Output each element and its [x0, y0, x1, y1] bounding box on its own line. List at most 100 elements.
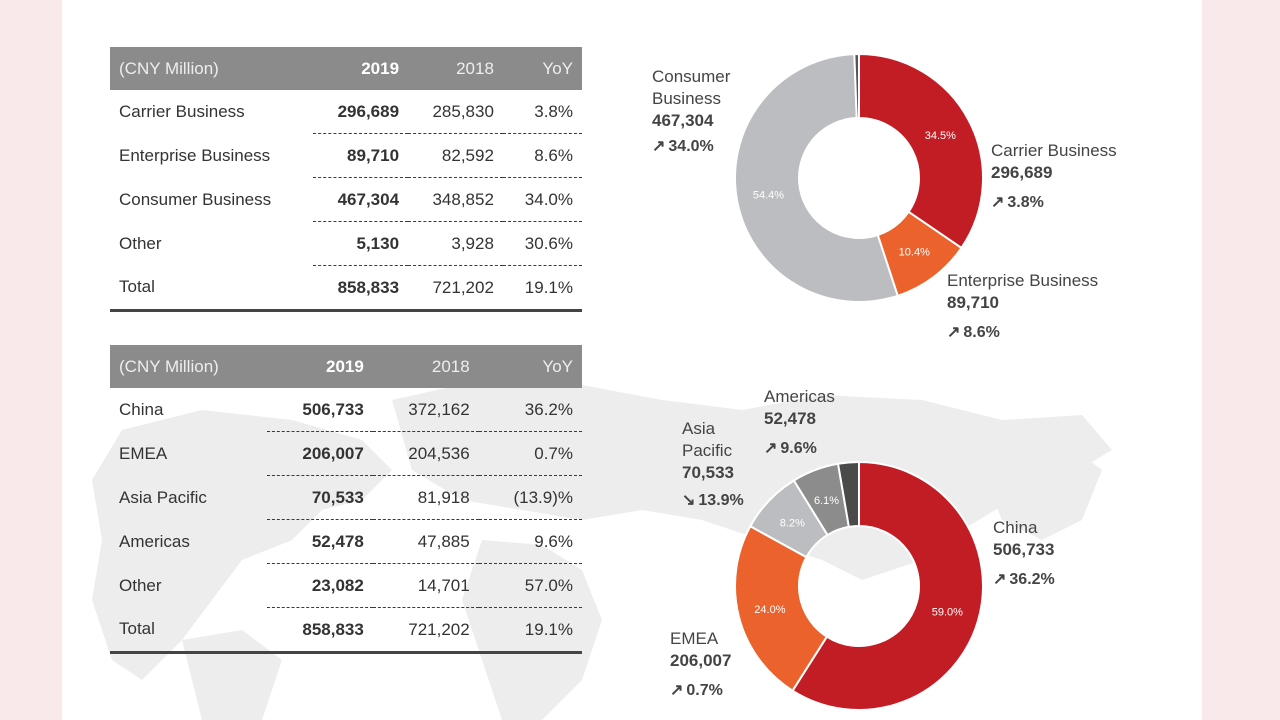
table-row: Asia Pacific 70,533 81,918 (13.9)%	[110, 475, 582, 520]
table-row: Enterprise Business 89,710 82,592 8.6%	[110, 133, 582, 178]
region-header-cell: (CNY Million)	[110, 345, 267, 388]
business-header-cell: YoY	[502, 47, 582, 90]
table-row: Other 23,082 14,701 57.0%	[110, 563, 582, 608]
enterprise-change: ↗ 8.6%	[947, 322, 1098, 344]
table-row: Americas 52,478 47,885 9.6%	[110, 519, 582, 564]
donut-slice-emea	[734, 524, 829, 693]
enterprise-business-label: Enterprise Business 89,710 ↗ 8.6%	[947, 270, 1098, 344]
asia-name-line2: Pacific	[682, 441, 733, 460]
up-arrow-icon: ↗	[993, 571, 1007, 588]
region-header-cell: 2018	[372, 345, 479, 388]
slice-share-label: 54.4%	[753, 189, 784, 201]
table-row: EMEA 206,007 204,536 0.7%	[110, 431, 582, 476]
slice-share-label: 8.2%	[780, 518, 805, 530]
emea-change-value: 0.7%	[686, 682, 723, 699]
consumer-name-line2: Business	[652, 89, 721, 108]
americas-label: Americas 52,478 ↗ 9.6%	[764, 386, 835, 460]
americas-name: Americas	[764, 387, 835, 406]
table-row: Total 858,833 721,202 19.1%	[110, 265, 582, 312]
table-cell: 348,852	[408, 177, 503, 222]
consumer-business-label: Consumer Business 467,304 ↗ 34.0%	[652, 66, 730, 158]
table-cell: 81,918	[372, 475, 479, 520]
enterprise-name: Enterprise Business	[947, 271, 1099, 290]
donut-slice-other	[836, 460, 860, 529]
up-arrow-icon: ↗	[670, 682, 684, 699]
consumer-value: 467,304	[652, 111, 714, 130]
table-cell: 858,833	[266, 607, 373, 654]
region-table: (CNY Million) 2019 2018 YoY China 506,733 372,…	[110, 345, 582, 654]
emea-label: EMEA 206,007 ↗ 0.7%	[670, 628, 731, 702]
table-row: Carrier Business 296,689 285,830 3.8%	[110, 90, 582, 134]
table-cell: 34.0%	[502, 177, 582, 222]
asia-value: 70,533	[682, 463, 734, 482]
up-arrow-icon: ↗	[991, 194, 1005, 211]
table-cell: 372,162	[408, 399, 470, 419]
slice-share-label: 59.0%	[932, 607, 963, 619]
asia-change-value: 13.9%	[698, 492, 744, 509]
table-cell: 23,082	[266, 563, 373, 608]
table-cell: (13.9)%	[478, 475, 582, 520]
table-cell: 36.2%	[524, 399, 573, 419]
up-arrow-icon: ↗	[652, 138, 666, 155]
table-cell: 3.8%	[534, 101, 573, 121]
business-header-cell: (CNY Million)	[110, 47, 314, 90]
carrier-change: ↗ 3.8%	[991, 192, 1117, 214]
table-cell: China	[119, 399, 164, 419]
region-header-row: (CNY Million) 2019 2018 YoY	[110, 345, 582, 388]
business-header-cell: 2018	[408, 47, 503, 90]
table-cell: 858,833	[313, 265, 409, 312]
donut-slice-carrier-business	[858, 52, 984, 250]
table-row: Consumer Business 467,304 348,852 34.0%	[110, 177, 582, 222]
asia-change: ↘ 13.9%	[682, 490, 744, 512]
carrier-business-label: Carrier Business 296,689 ↗ 3.8%	[991, 140, 1117, 214]
carrier-name: Carrier Business	[991, 141, 1117, 160]
china-change-value: 36.2%	[1009, 571, 1055, 588]
americas-change-value: 9.6%	[780, 440, 817, 457]
donut-slice-china	[791, 460, 984, 711]
table-row: China 506,733 372,162 36.2%	[110, 388, 582, 432]
donut-slice-other	[853, 52, 860, 120]
table-cell: 14,701	[372, 563, 479, 608]
carrier-change-value: 3.8%	[1007, 194, 1044, 211]
up-arrow-icon: ↗	[947, 324, 961, 341]
emea-name: EMEA	[670, 629, 719, 648]
asia-name-line1: Asia	[682, 419, 716, 438]
table-cell: 89,710	[313, 133, 409, 178]
table-cell: 296,689	[337, 101, 400, 121]
table-cell: 506,733	[302, 399, 364, 419]
donut-slice-consumer-business	[734, 53, 899, 303]
table-cell: 8.6%	[502, 133, 582, 178]
slice-share-label: 10.4%	[899, 247, 930, 259]
table-cell: Total	[110, 607, 267, 654]
down-arrow-icon: ↘	[682, 492, 696, 509]
emea-change: ↗ 0.7%	[670, 680, 731, 702]
table-cell: Total	[110, 265, 314, 312]
slice-share-label: 6.1%	[814, 495, 839, 507]
china-change: ↗ 36.2%	[993, 569, 1055, 591]
table-cell: 52,478	[266, 519, 373, 564]
enterprise-change-value: 8.6%	[963, 324, 1000, 341]
table-cell: 30.6%	[502, 221, 582, 266]
asia-pacific-label: Asia Pacific 70,533 ↘ 13.9%	[682, 418, 744, 512]
emea-value: 206,007	[670, 651, 732, 670]
table-cell: 206,007	[266, 431, 373, 476]
china-name: China	[993, 518, 1038, 537]
table-cell: Asia Pacific	[119, 487, 207, 507]
americas-change: ↗ 9.6%	[764, 438, 835, 460]
consumer-name-line1: Consumer	[652, 67, 731, 86]
table-cell: 70,533	[266, 475, 373, 520]
consumer-change: ↗ 34.0%	[652, 136, 730, 158]
china-label: China 506,733 ↗ 36.2%	[993, 517, 1055, 591]
table-cell: 0.7%	[478, 431, 582, 476]
table-cell: Enterprise Business	[119, 145, 271, 165]
americas-value: 52,478	[764, 409, 816, 428]
table-cell: 721,202	[372, 607, 479, 654]
table-cell: 47,885	[372, 519, 479, 564]
table-cell: 57.0%	[478, 563, 582, 608]
table-cell: EMEA	[119, 443, 168, 463]
slice-share-label: 34.5%	[925, 130, 956, 142]
table-cell: 721,202	[408, 265, 503, 312]
table-cell: Other	[119, 233, 162, 253]
business-segment-table: (CNY Million) 2019 2018 YoY Carrier Business…	[110, 47, 582, 312]
table-cell: 9.6%	[478, 519, 582, 564]
